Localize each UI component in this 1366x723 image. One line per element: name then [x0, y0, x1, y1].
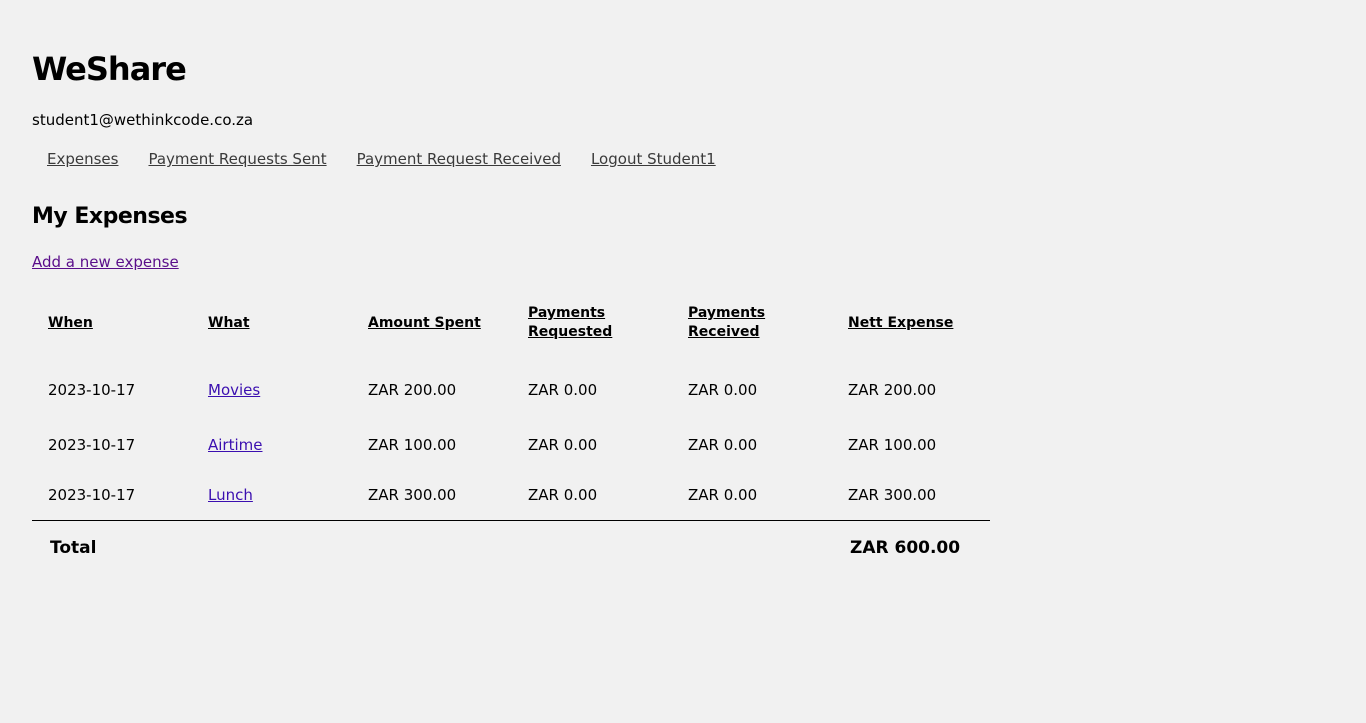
cell-what: Airtime: [192, 420, 352, 470]
cell-requested: ZAR 0.00: [528, 381, 598, 399]
app-title: WeShare: [32, 50, 187, 88]
cell-nett: ZAR 100.00: [848, 436, 937, 454]
expense-link-airtime[interactable]: Airtime: [208, 436, 263, 454]
cell-requested: ZAR 0.00: [528, 436, 598, 454]
cell-when: 2023-10-17: [48, 436, 136, 454]
nav-link-logout[interactable]: Logout Student1: [590, 150, 716, 168]
cell-amount: ZAR 300.00: [368, 486, 457, 504]
main-nav: Expenses Payment Requests Sent Payment R…: [47, 150, 716, 168]
cell-nett: ZAR 300.00: [848, 486, 937, 504]
cell-received: ZAR 0.00: [688, 381, 758, 399]
column-header-when: When: [48, 314, 93, 331]
cell-nett: ZAR 200.00: [848, 381, 937, 399]
total-row: Total ZAR 600.00: [32, 520, 990, 575]
nav-link-payment-request-received[interactable]: Payment Request Received: [356, 150, 561, 168]
nav-link-payment-requests-sent[interactable]: Payment Requests Sent: [148, 150, 327, 168]
cell-what: Lunch: [192, 470, 352, 521]
cell-requested: ZAR 0.00: [528, 486, 598, 504]
column-header-payments-requested: Payments Requested: [528, 305, 613, 340]
column-header-amount-spent: Amount Spent: [368, 314, 481, 331]
column-header-nett-expense: Nett Expense: [848, 314, 954, 331]
cell-amount: ZAR 200.00: [368, 381, 457, 399]
table-row: 2023-10-17 Movies ZAR 200.00 ZAR 0.00 ZA…: [32, 350, 990, 420]
cell-amount: ZAR 100.00: [368, 436, 457, 454]
column-header-payments-received: Payments Received: [688, 305, 766, 340]
expenses-table: When What Amount Spent Payments Requeste…: [32, 296, 990, 575]
cell-when: 2023-10-17: [48, 486, 136, 504]
table-row: 2023-10-17 Lunch ZAR 300.00 ZAR 0.00 ZAR…: [32, 470, 990, 521]
expense-link-movies[interactable]: Movies: [208, 381, 261, 399]
cell-when: 2023-10-17: [48, 381, 136, 399]
nav-link-expenses[interactable]: Expenses: [47, 150, 119, 168]
section-title: My Expenses: [32, 204, 188, 229]
cell-received: ZAR 0.00: [688, 436, 758, 454]
column-header-what: What: [208, 314, 250, 331]
expense-link-lunch[interactable]: Lunch: [208, 486, 253, 504]
total-label: Total: [32, 520, 832, 575]
cell-what: Movies: [192, 350, 352, 420]
cell-received: ZAR 0.00: [688, 486, 758, 504]
total-value: ZAR 600.00: [832, 520, 990, 575]
table-header-row: When What Amount Spent Payments Requeste…: [32, 296, 990, 350]
add-expense-link[interactable]: Add a new expense: [32, 253, 179, 271]
user-email: student1@wethinkcode.co.za: [32, 111, 254, 129]
table-row: 2023-10-17 Airtime ZAR 100.00 ZAR 0.00 Z…: [32, 420, 990, 470]
